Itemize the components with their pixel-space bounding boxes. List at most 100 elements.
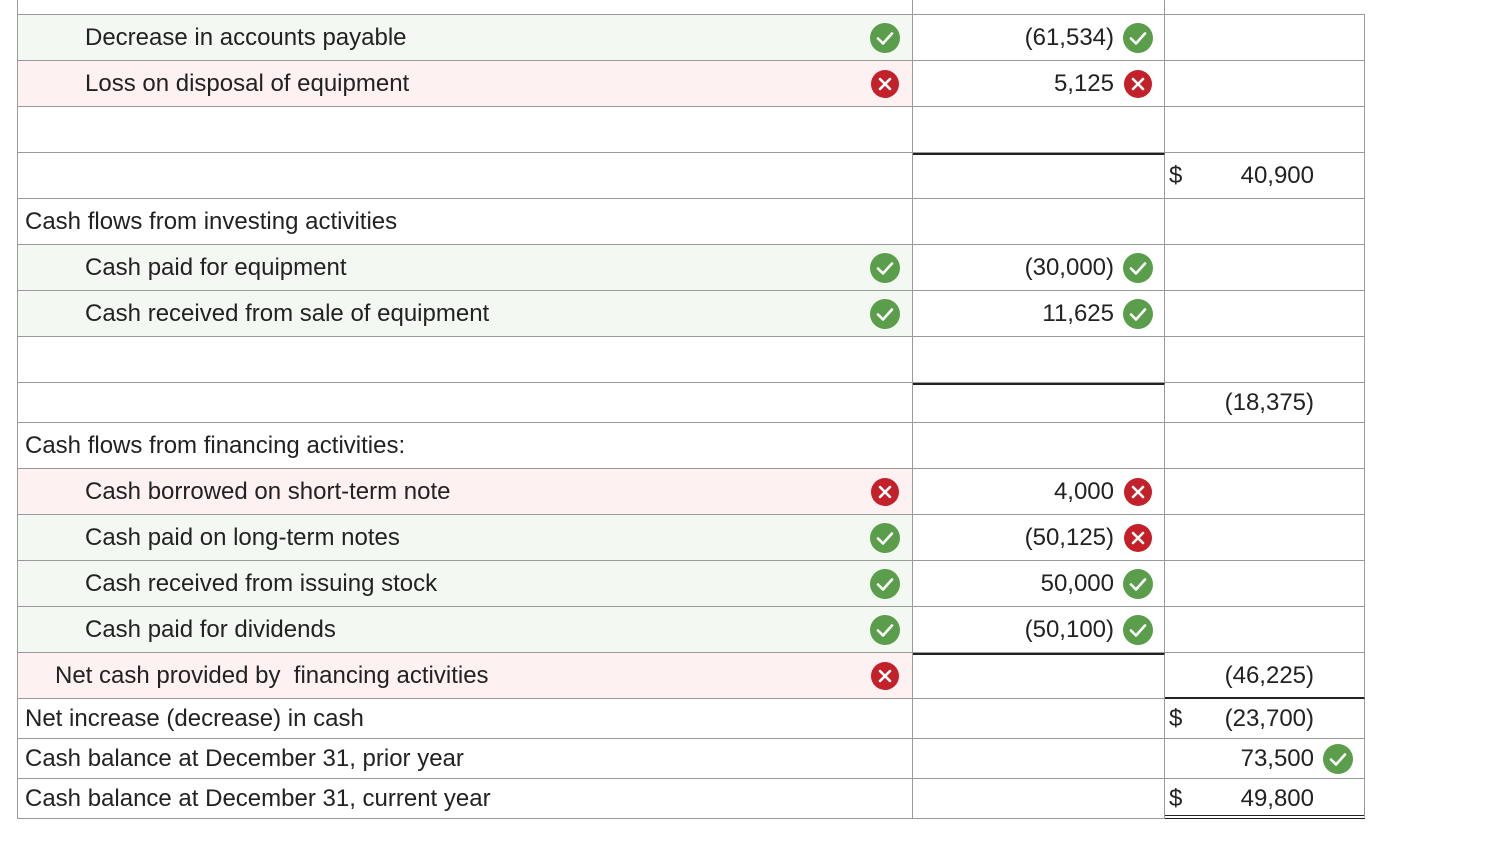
check-icon (1123, 253, 1153, 283)
amount-cell (913, 61, 1165, 107)
label-cell (17, 15, 913, 61)
amount-cell (913, 699, 1165, 739)
label-cell (17, 739, 913, 779)
total-cell (1165, 423, 1365, 469)
dollar-sign: $ (1169, 785, 1183, 812)
check-icon (870, 523, 900, 553)
amount-cell (913, 15, 1165, 61)
cross-icon (870, 661, 900, 691)
total-cell (1165, 561, 1365, 607)
row-label: Cash paid on long-term notes (85, 524, 400, 551)
amount-cell (913, 469, 1165, 515)
label-cell (17, 199, 913, 245)
amount: (61,534) (1024, 24, 1114, 51)
check-icon (1123, 615, 1153, 645)
cross-icon (1123, 477, 1153, 507)
total-cell (1165, 739, 1365, 779)
amount-cell (913, 337, 1165, 383)
amount-cell (913, 245, 1165, 291)
check-icon (1123, 23, 1153, 53)
label-cell (17, 291, 913, 337)
row-label: Cash paid for equipment (85, 254, 347, 281)
amount-cell (913, 107, 1165, 153)
row-label: Loss on disposal of equipment (85, 70, 410, 97)
cross-icon (1123, 69, 1153, 99)
total-cell (1165, 469, 1365, 515)
amount: (50,100) (1024, 616, 1114, 643)
row-label: Cash balance at December 31, prior year (25, 745, 464, 772)
amount-cell (913, 423, 1165, 469)
check-icon (870, 569, 900, 599)
amount-cell (913, 291, 1165, 337)
amount-cell (913, 653, 1165, 699)
amount: (30,000) (1024, 254, 1114, 281)
row-label: Cash received from sale of equipment (85, 300, 490, 327)
amount-cell (913, 561, 1165, 607)
amount-cell (913, 383, 1165, 423)
total-cell (1165, 653, 1365, 699)
total-cell (1165, 337, 1365, 383)
amount-cell (913, 199, 1165, 245)
dollar-sign: $ (1169, 162, 1183, 189)
top-sep (1164, 0, 1165, 15)
check-icon (870, 253, 900, 283)
label-cell (17, 515, 913, 561)
total: 49,800 (1240, 785, 1314, 812)
label-cell (17, 245, 913, 291)
total: 73,500 (1240, 745, 1314, 772)
row-label: Cash flows from financing activities: (25, 432, 406, 459)
amount-cell (913, 779, 1165, 819)
amount: 50,000 (1040, 570, 1114, 597)
row-label: Cash flows from investing activities (25, 208, 398, 235)
cross-icon (870, 477, 900, 507)
label-cell (17, 337, 913, 383)
total-cell (1165, 245, 1365, 291)
check-icon (870, 615, 900, 645)
total-cell (1165, 107, 1365, 153)
amount: 5,125 (1053, 70, 1114, 97)
row-label: Decrease in accounts payable (85, 24, 407, 51)
check-icon (1123, 569, 1153, 599)
dollar-sign: $ (1169, 705, 1183, 732)
total-cell (1165, 699, 1365, 739)
label-cell (17, 779, 913, 819)
total-cell (1165, 607, 1365, 653)
check-icon (870, 299, 900, 329)
amount: 11,625 (1042, 300, 1114, 327)
row-label: Cash received from issuing stock (85, 570, 438, 597)
label-cell (17, 469, 913, 515)
amount: (50,125) (1024, 524, 1114, 551)
total-cell (1165, 199, 1365, 245)
label-cell (17, 153, 913, 199)
row-label: Net increase (decrease) in cash (25, 705, 364, 732)
check-icon (870, 23, 900, 53)
label-cell (17, 653, 913, 699)
label-cell (17, 61, 913, 107)
amount-cell (913, 153, 1165, 199)
row-label: Cash paid for dividends (85, 616, 336, 643)
row-label: Cash borrowed on short-term note (85, 478, 451, 505)
label-cell (17, 607, 913, 653)
total-cell (1165, 61, 1365, 107)
label-cell (17, 107, 913, 153)
total: (46,225) (1224, 662, 1314, 689)
label-cell (17, 561, 913, 607)
total: (18,375) (1224, 389, 1314, 416)
amount-cell (913, 739, 1165, 779)
total-cell (1165, 515, 1365, 561)
total: (23,700) (1224, 705, 1314, 732)
row-label: Net cash provided by financing activitie… (55, 662, 489, 689)
top-edge (17, 0, 1365, 15)
check-icon (1123, 299, 1153, 329)
total-cell (1165, 153, 1365, 199)
row-label: Cash balance at December 31, current yea… (25, 785, 491, 812)
label-cell (17, 423, 913, 469)
total-cell (1165, 291, 1365, 337)
label-cell (17, 699, 913, 739)
cross-icon (870, 69, 900, 99)
total-cell (1165, 15, 1365, 61)
check-icon (1323, 744, 1353, 774)
total-cell (1165, 779, 1365, 819)
total: 40,900 (1240, 162, 1314, 189)
